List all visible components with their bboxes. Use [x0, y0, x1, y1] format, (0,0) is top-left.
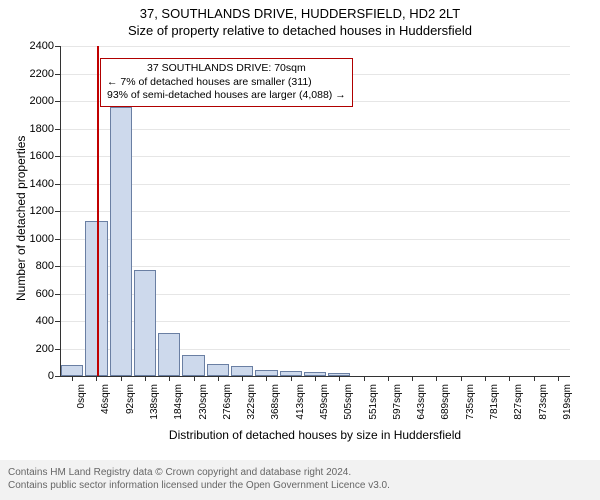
y-tick-label: 800	[18, 260, 54, 272]
annotation-line: 37 SOUTHLANDS DRIVE: 70sqm	[107, 62, 346, 76]
x-tick	[242, 376, 243, 381]
y-tick-label: 1800	[18, 123, 54, 135]
annotation-line: 93% of semi-detached houses are larger (…	[107, 89, 346, 103]
y-axis	[60, 46, 61, 376]
x-tick	[194, 376, 195, 381]
x-tick-label: 827sqm	[513, 384, 524, 420]
x-tick	[218, 376, 219, 381]
x-tick-label: 643sqm	[416, 384, 427, 420]
x-tick-label: 781sqm	[489, 384, 500, 420]
x-tick-label: 919sqm	[562, 384, 573, 420]
x-tick	[315, 376, 316, 381]
y-tick-label: 2400	[18, 40, 54, 52]
annotation-line: ← 7% of detached houses are smaller (311…	[107, 76, 346, 90]
footer-line-1: Contains HM Land Registry data © Crown c…	[8, 466, 592, 479]
super-title: 37, SOUTHLANDS DRIVE, HUDDERSFIELD, HD2 …	[0, 0, 600, 21]
x-tick	[96, 376, 97, 381]
x-tick-label: 459sqm	[319, 384, 330, 420]
x-tick	[461, 376, 462, 381]
x-tick-label: 413sqm	[295, 384, 306, 420]
histogram-bar	[110, 107, 132, 377]
grid-line	[60, 266, 570, 267]
grid-line	[60, 211, 570, 212]
x-tick-label: 735sqm	[465, 384, 476, 420]
grid-line	[60, 46, 570, 47]
y-tick-label: 0	[18, 370, 54, 382]
x-tick-label: 184sqm	[173, 384, 184, 420]
x-tick	[169, 376, 170, 381]
x-tick	[412, 376, 413, 381]
x-tick-label: 689sqm	[440, 384, 451, 420]
annotation-box: 37 SOUTHLANDS DRIVE: 70sqm← 7% of detach…	[100, 58, 353, 107]
x-tick-label: 505sqm	[343, 384, 354, 420]
x-tick	[364, 376, 365, 381]
x-tick-label: 597sqm	[392, 384, 403, 420]
x-tick	[388, 376, 389, 381]
footer-line-2: Contains public sector information licen…	[8, 479, 592, 492]
x-tick-label: 276sqm	[222, 384, 233, 420]
x-tick	[436, 376, 437, 381]
x-tick	[485, 376, 486, 381]
chart-container: 37, SOUTHLANDS DRIVE, HUDDERSFIELD, HD2 …	[0, 0, 600, 500]
x-tick-label: 551sqm	[368, 384, 379, 420]
x-tick	[72, 376, 73, 381]
histogram-bar	[182, 355, 204, 376]
histogram-bar	[231, 366, 253, 376]
x-tick-label: 0sqm	[76, 384, 87, 408]
x-tick-label: 138sqm	[149, 384, 160, 420]
y-tick-label: 200	[18, 343, 54, 355]
x-axis-label: Distribution of detached houses by size …	[60, 428, 570, 442]
x-tick	[339, 376, 340, 381]
x-tick	[121, 376, 122, 381]
grid-line	[60, 184, 570, 185]
x-tick-label: 368sqm	[270, 384, 281, 420]
grid-line	[60, 239, 570, 240]
x-tick	[534, 376, 535, 381]
y-tick-label: 2200	[18, 68, 54, 80]
histogram-bar	[134, 270, 156, 376]
x-tick	[558, 376, 559, 381]
x-tick	[291, 376, 292, 381]
chart-title: Size of property relative to detached ho…	[0, 21, 600, 42]
x-tick-label: 230sqm	[198, 384, 209, 420]
y-tick-label: 1600	[18, 150, 54, 162]
grid-line	[60, 129, 570, 130]
y-tick-label: 1000	[18, 233, 54, 245]
x-tick-label: 92sqm	[125, 384, 136, 414]
attribution-footer: Contains HM Land Registry data © Crown c…	[0, 460, 600, 500]
x-tick	[145, 376, 146, 381]
y-tick-label: 2000	[18, 95, 54, 107]
grid-line	[60, 156, 570, 157]
x-tick-label: 873sqm	[538, 384, 549, 420]
x-tick-label: 46sqm	[100, 384, 111, 414]
x-tick	[266, 376, 267, 381]
histogram-bar	[158, 333, 180, 376]
y-tick-label: 600	[18, 288, 54, 300]
y-tick-label: 1400	[18, 178, 54, 190]
histogram-bar	[207, 364, 229, 376]
histogram-bar	[61, 365, 83, 376]
y-tick-label: 1200	[18, 205, 54, 217]
x-tick-label: 322sqm	[246, 384, 257, 420]
y-tick-label: 400	[18, 315, 54, 327]
property-marker-line	[97, 46, 99, 376]
x-tick	[509, 376, 510, 381]
